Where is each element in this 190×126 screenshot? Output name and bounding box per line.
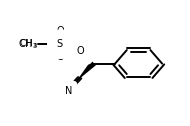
Text: O: O bbox=[56, 52, 64, 62]
Text: CH$_3$: CH$_3$ bbox=[18, 37, 38, 51]
Text: S: S bbox=[57, 39, 63, 49]
Text: O: O bbox=[77, 45, 84, 56]
Text: O: O bbox=[77, 45, 84, 56]
Text: O: O bbox=[56, 27, 64, 37]
Text: S: S bbox=[57, 39, 63, 49]
Text: O: O bbox=[56, 52, 64, 62]
Text: N: N bbox=[65, 86, 73, 96]
Text: N: N bbox=[65, 86, 73, 96]
Text: O: O bbox=[56, 26, 64, 36]
Polygon shape bbox=[80, 63, 95, 78]
Text: CH$_3$: CH$_3$ bbox=[19, 38, 38, 51]
